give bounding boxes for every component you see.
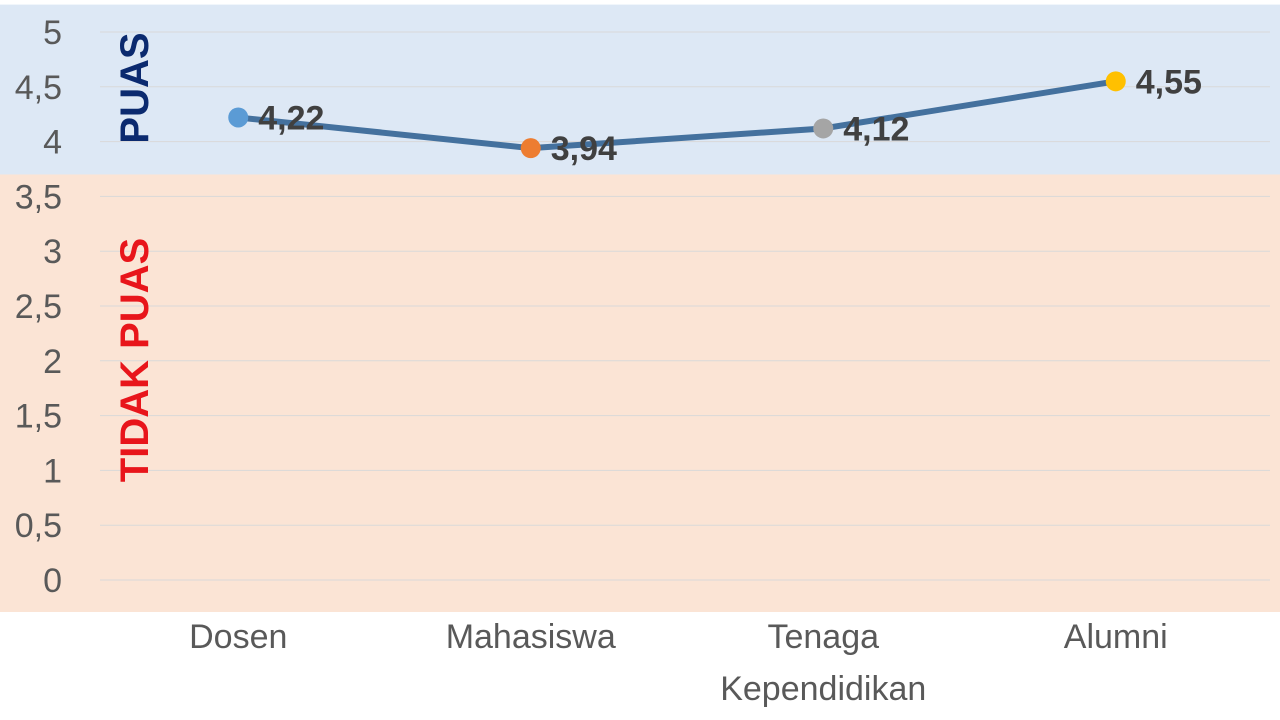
y-tick-label: 2,5: [15, 288, 62, 326]
zone-label-tidak-puas: TIDAK PUAS: [113, 238, 157, 482]
zone-backgrounds: [0, 4, 1280, 613]
y-tick-label: 4,5: [15, 69, 62, 107]
data-point-dosen: [228, 107, 249, 128]
series-line: [235, 78, 1119, 152]
data-point-alumni: [1105, 71, 1126, 92]
zone-band-tidak-puas: [0, 174, 1280, 613]
x-category-label: Kependidikan: [720, 670, 926, 708]
data-point-mahasiswa: [520, 138, 541, 159]
y-tick-label: 1,5: [15, 398, 62, 436]
zone-labels: PUAS TIDAK PUAS: [113, 32, 157, 482]
x-category-label: Tenaga: [767, 618, 879, 656]
y-tick-label: 4: [43, 124, 62, 162]
y-tick-label: 0,5: [15, 507, 62, 545]
data-point-tenaga-kependidikan: [813, 118, 834, 139]
zone-band-puas: [0, 4, 1280, 175]
y-axis-ticks: 0 0,5 1 1,5 2 2,5 3 3,5 4 4,5 5: [15, 14, 62, 600]
data-label: 4,12: [843, 110, 909, 148]
data-labels: 4,22 3,94 4,12 4,55: [258, 63, 1202, 168]
y-tick-label: 0: [43, 562, 62, 600]
zone-label-puas: PUAS: [113, 32, 157, 143]
x-category-label: Dosen: [189, 618, 287, 656]
y-tick-label: 2: [43, 343, 62, 381]
data-points: [228, 71, 1126, 159]
series-line-path: [235, 78, 1119, 152]
data-label: 3,94: [551, 130, 617, 168]
y-tick-label: 3,5: [15, 178, 62, 216]
x-axis-categories: Dosen Mahasiswa Tenaga Kependidikan Alumni: [189, 618, 1168, 708]
data-label: 4,22: [258, 99, 324, 137]
data-label: 4,55: [1136, 63, 1202, 101]
y-tick-label: 1: [43, 452, 62, 490]
y-tick-label: 5: [43, 14, 62, 52]
x-category-label: Alumni: [1064, 618, 1168, 656]
y-tick-label: 3: [43, 233, 62, 271]
x-category-label: Mahasiswa: [446, 618, 616, 656]
